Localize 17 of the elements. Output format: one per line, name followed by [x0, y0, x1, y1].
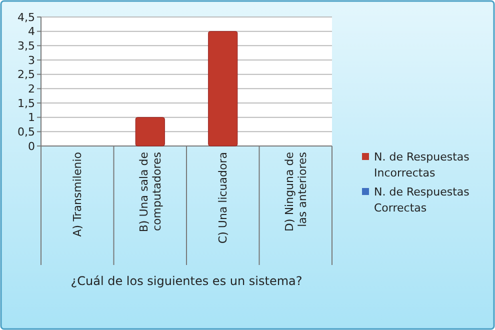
x-tick-label: A) Transmilenio [71, 152, 84, 237]
legend-label: N. de Respuestas Correctas [374, 185, 470, 214]
y-tick-label: 3 [28, 54, 35, 67]
y-tick-label: 4 [28, 25, 35, 38]
y-tick-label: 2 [28, 82, 35, 96]
y-tick-label: 3,5 [18, 40, 35, 53]
x-axis-title: ¿Cuál de los siguientes es un sistema? [70, 274, 302, 288]
y-tick-label: 2,5 [18, 68, 35, 82]
x-tick-label: D) Ninguna de las anteriores [282, 152, 309, 232]
legend-label: N. de Respuestas Incorrectas [374, 150, 470, 180]
y-tick-label: 0 [28, 140, 35, 153]
y-tick-label: 4,5 [18, 10, 35, 24]
x-tick-label: B) Una sala de computadores [137, 152, 164, 232]
y-tick-label: 0,5 [18, 126, 35, 139]
x-tick-label: C) Una licuadora [216, 152, 230, 244]
y-tick-label: 1 [28, 111, 35, 124]
y-tick-label: 1,5 [18, 96, 35, 110]
